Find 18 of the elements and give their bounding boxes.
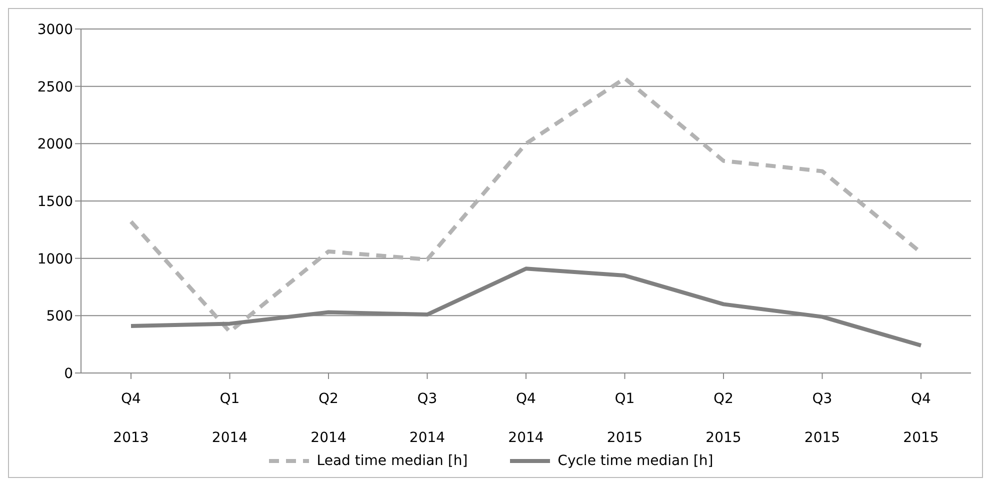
- y-tick-label: 2500: [37, 79, 73, 96]
- y-tick-label: 3000: [37, 22, 73, 38]
- legend-label: Lead time median [h]: [316, 453, 468, 469]
- y-tick-label: 0: [64, 366, 73, 382]
- category-label: Q4 2014: [508, 391, 544, 446]
- category-label: Q4 2013: [113, 391, 149, 446]
- category-label: Q2 2015: [706, 391, 742, 446]
- category-label: Q3 2014: [409, 391, 446, 446]
- y-tick-label: 1500: [37, 194, 73, 210]
- y-tick-label: 1000: [37, 251, 73, 268]
- category-label: Q1 2014: [212, 391, 248, 446]
- category-label: Q2 2014: [310, 391, 346, 446]
- legend-label: Cycle time median [h]: [558, 453, 714, 469]
- category-label: Q4 2015: [903, 391, 939, 446]
- category-label: Q3 2015: [804, 391, 840, 446]
- y-tick-label: 500: [46, 308, 73, 325]
- y-tick-label: 2000: [37, 136, 73, 153]
- category-label: Q1 2015: [606, 391, 643, 446]
